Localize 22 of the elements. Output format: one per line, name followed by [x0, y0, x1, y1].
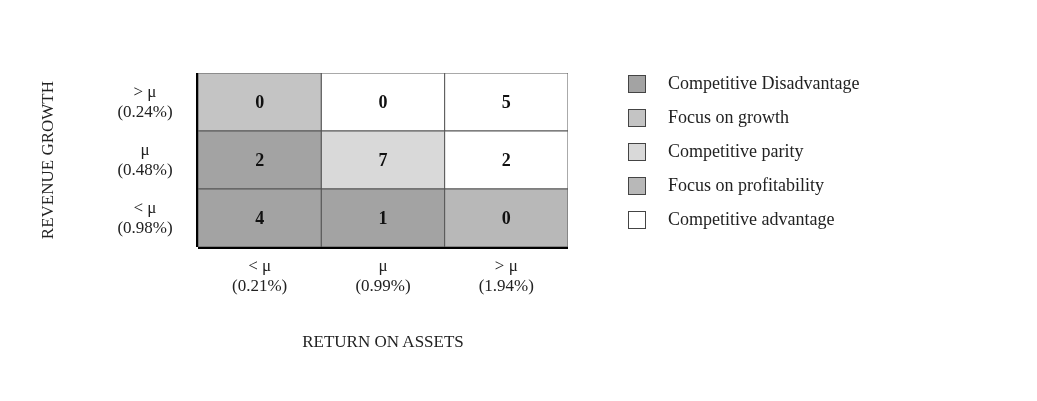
data-label: 1	[378, 208, 388, 228]
y-tick-label: μ (0.48%)	[117, 140, 173, 179]
data-label: 2	[255, 150, 265, 170]
data-label: 2	[501, 150, 511, 170]
data-label: 7	[378, 150, 388, 170]
x-tick-label: < μ (0.21%)	[232, 256, 288, 295]
text: Competitive parity	[668, 141, 804, 162]
y-axis-title: REVENUE GROWTH	[38, 80, 58, 240]
x-tick-label: μ (0.99%)	[355, 256, 411, 295]
data-label: 0	[255, 92, 265, 112]
text: Competitive Disadvantage	[668, 73, 860, 94]
text: Competitive advantage	[668, 209, 835, 230]
data-label: 4	[255, 208, 265, 228]
y-tick-label: > μ (0.24%)	[117, 82, 173, 121]
x-axis-title: RETURN ON ASSETS	[302, 332, 464, 351]
x-tick-label: > μ (1.94%)	[478, 256, 534, 295]
text: Focus on growth	[668, 107, 789, 128]
data-label: 5	[501, 92, 511, 112]
data-label: 0	[378, 92, 388, 112]
data-label: 0	[501, 208, 511, 228]
y-tick-label: < μ (0.98%)	[117, 198, 173, 237]
text: Focus on profitability	[668, 175, 824, 196]
